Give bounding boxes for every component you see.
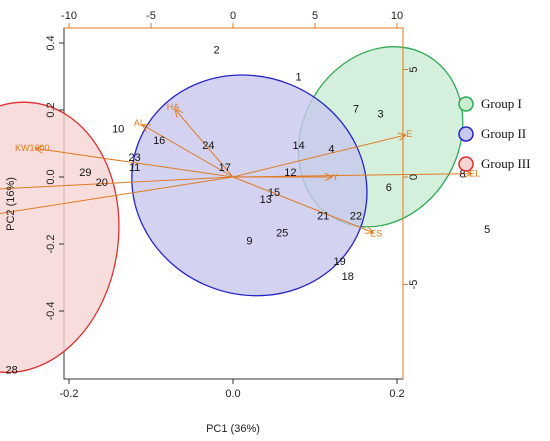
observation-label: 4: [328, 144, 334, 156]
observation-label: 20: [96, 177, 108, 189]
variable-label: ES: [370, 229, 382, 239]
y-tick-label: 0.0: [45, 169, 57, 184]
observation-label: 2: [214, 45, 220, 57]
y-tick-label: 0.2: [45, 102, 57, 117]
legend-label: Group III: [481, 156, 530, 171]
axes: -0.6-0.4-0.20.00.20.40.6-0.4-0.20.00.20.…: [45, 10, 420, 400]
variable-arrow: [0, 176, 234, 214]
x-axis-title: PC1 (36%): [206, 423, 260, 435]
legend-swatch: [458, 126, 474, 142]
variable-label: AL: [134, 118, 145, 128]
observation-label: 12: [284, 167, 296, 179]
variable-label: HA: [167, 102, 180, 112]
observation-label: 24: [202, 140, 214, 152]
top-tick-label: 10: [391, 10, 403, 22]
observation-label: 13: [260, 194, 272, 206]
top-tick-label: -10: [61, 10, 77, 22]
observation-label: 29: [79, 167, 91, 179]
observation-label: 18: [342, 271, 354, 283]
observation-label: 16: [153, 135, 165, 147]
variable-arrows: HAALKW1000EELEDGRESY: [0, 102, 480, 239]
observation-label: 19: [333, 256, 345, 268]
legend-swatch: [458, 156, 474, 172]
legend-swatch: [458, 96, 474, 112]
observation-label: 1: [296, 72, 302, 84]
variable-arrow: [0, 176, 234, 190]
variable-arrow: [232, 176, 372, 232]
y-tick-label: -0.2: [45, 235, 57, 254]
variable-arrow: [232, 174, 471, 177]
observation-label: 10: [112, 123, 124, 135]
x-tick-label: 0.0: [225, 388, 240, 400]
top-tick-label: 5: [312, 10, 318, 22]
legend: Group I Group II Group III: [458, 96, 530, 172]
x-tick-label: -0.2: [60, 388, 79, 400]
variable-arrow: [143, 125, 234, 178]
y-tick-label: 0.4: [45, 35, 57, 50]
variable-arrow: [232, 135, 405, 178]
observation-label: 22: [350, 211, 362, 223]
right-tick-label: -5: [408, 280, 420, 290]
variable-label: Y: [332, 172, 338, 182]
observation-label: 9: [246, 236, 252, 248]
right-tick-label: 0: [408, 174, 420, 180]
variable-label: KW1000: [15, 143, 50, 153]
observation-label: 5: [484, 224, 490, 236]
observation-label: 8: [460, 169, 466, 181]
observation-label: 11: [129, 162, 140, 174]
variable-label: EL: [469, 169, 480, 179]
y-tick-label: -0.4: [45, 302, 57, 321]
legend-label: Group I: [481, 96, 522, 111]
observation-label: 21: [317, 211, 329, 223]
right-tick-label: 5: [408, 66, 420, 72]
top-tick-label: -5: [146, 10, 156, 22]
ellipse-group-3: [0, 101, 120, 374]
legend-label: Group II: [481, 126, 526, 141]
x-tick-label: 0.2: [389, 388, 404, 400]
variable-label: E: [406, 129, 412, 139]
observation-label: 23: [128, 152, 140, 164]
observation-label: 3: [378, 108, 384, 120]
observation-label: 14: [292, 140, 304, 152]
top-tick-label: 0: [230, 10, 236, 22]
observation-label: 28: [5, 365, 17, 377]
variable-arrow: [36, 149, 234, 178]
observation-label: 7: [353, 103, 359, 115]
observation-label: 17: [219, 162, 231, 174]
y-axis-title: PC2 (16%): [5, 177, 17, 231]
observation-label: 6: [386, 182, 392, 194]
variable-arrow: [176, 110, 234, 178]
observation-label: 25: [276, 227, 288, 239]
observation-label: 15: [268, 187, 280, 199]
ellipse-group-2: [131, 74, 368, 297]
group-ellipses: [0, 46, 464, 374]
